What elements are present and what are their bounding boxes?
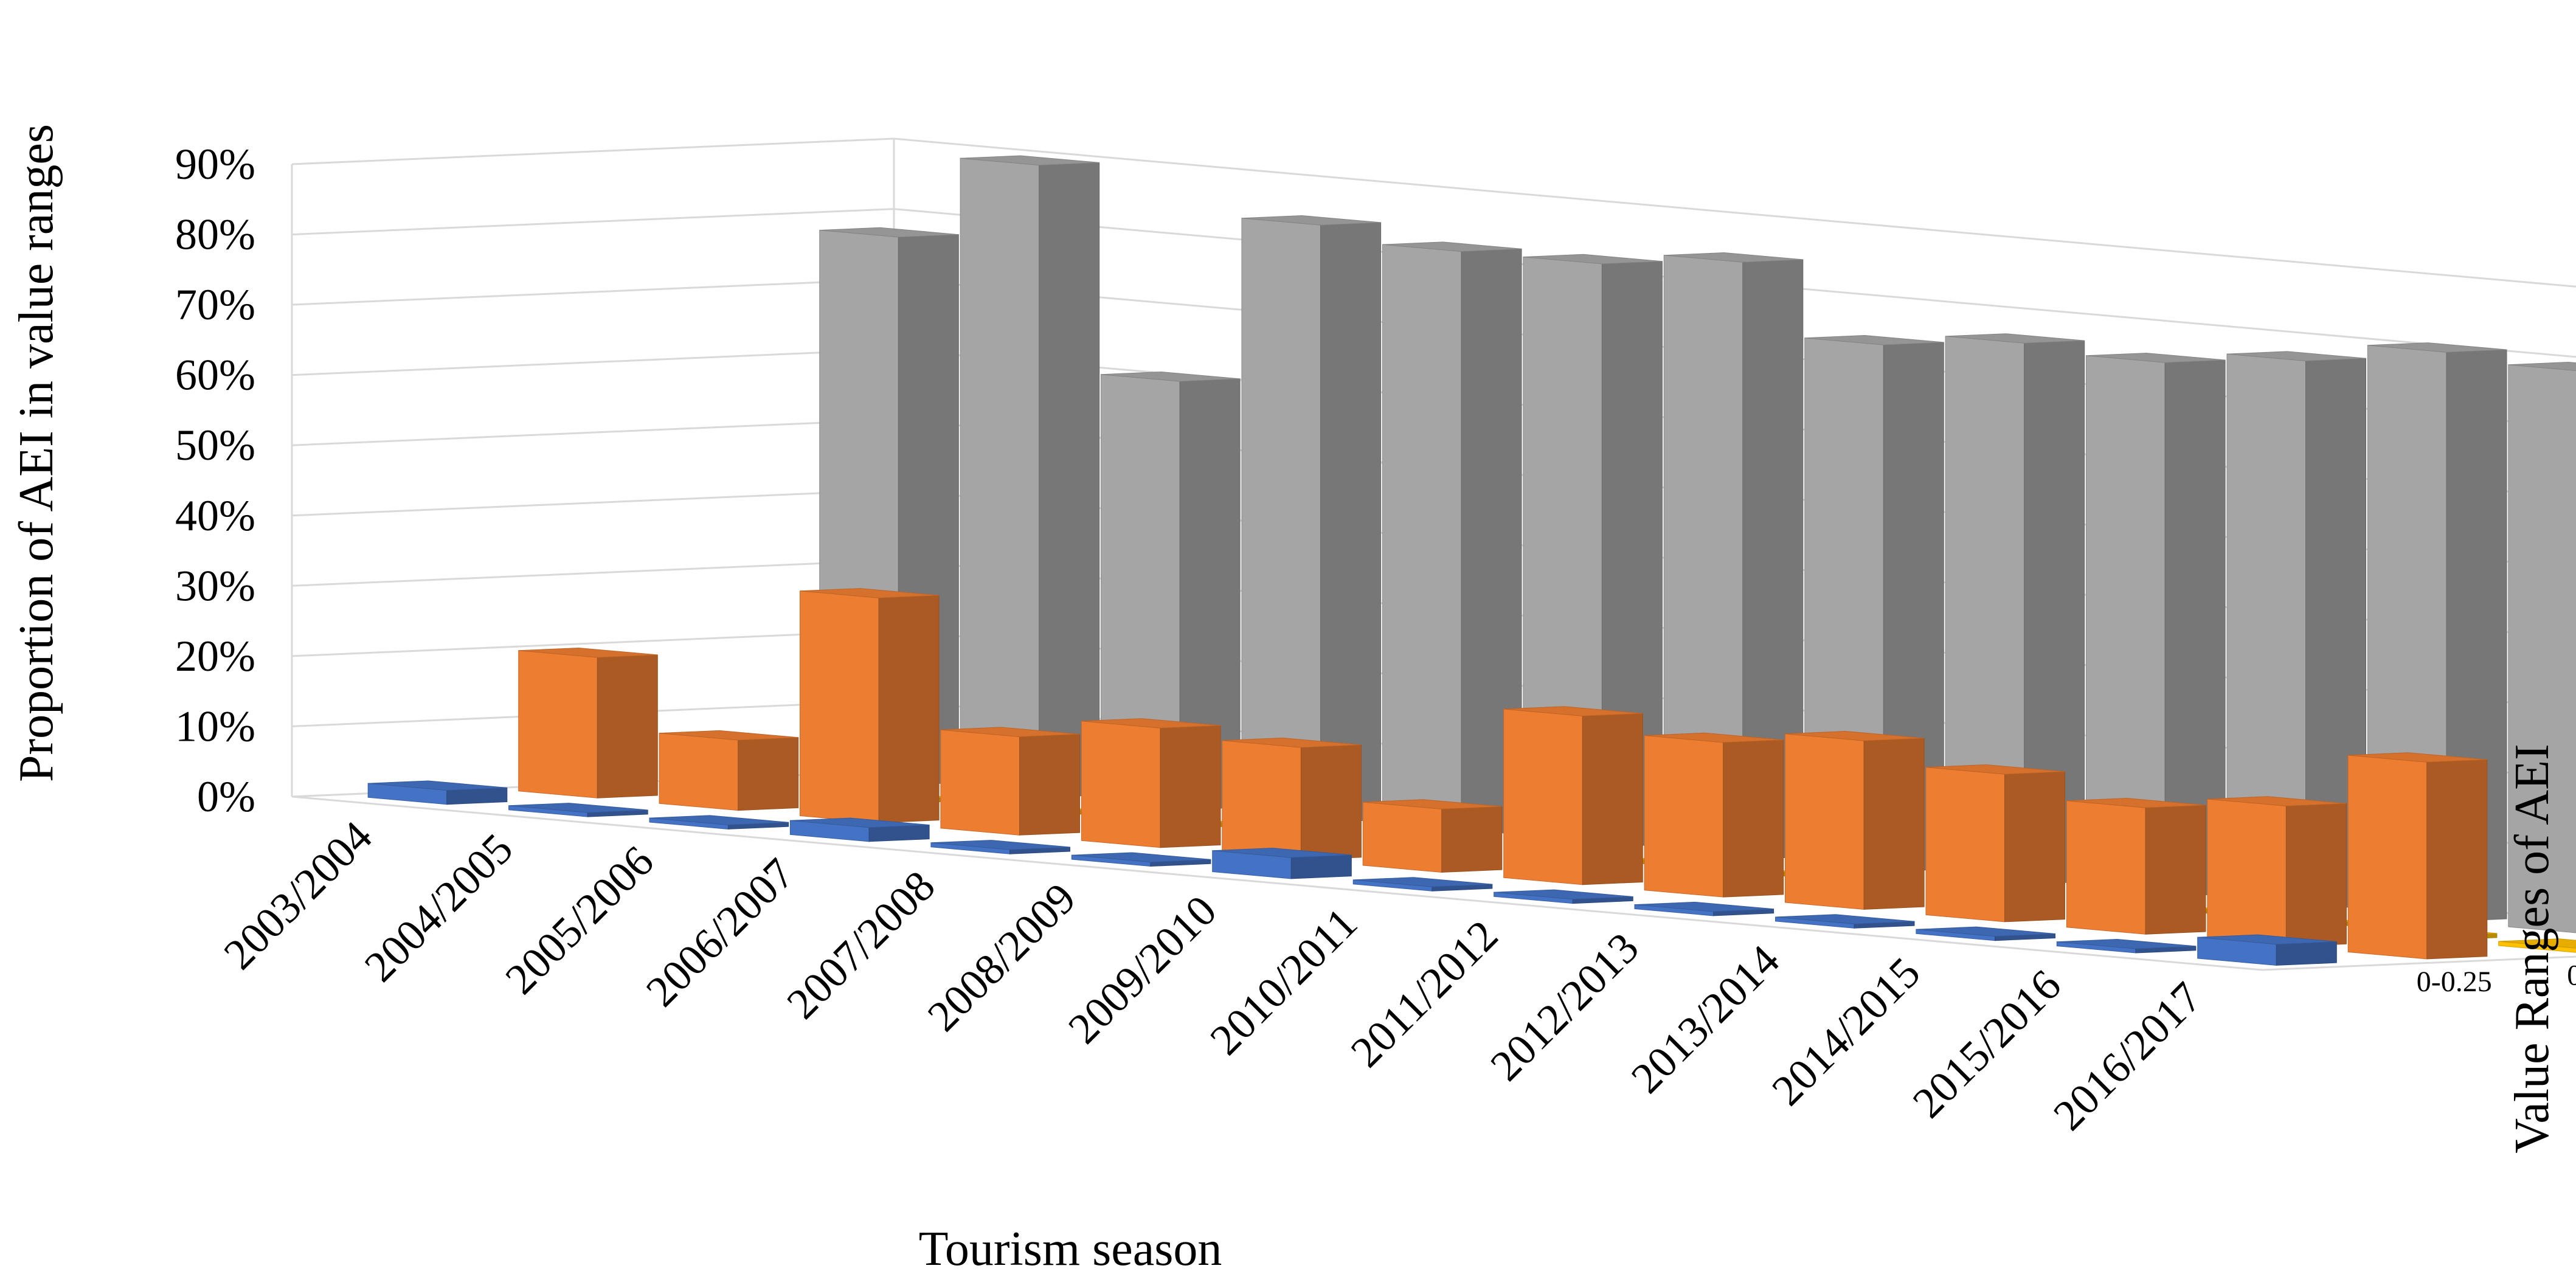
x-tick-label: 2009/2010 [1059, 886, 1225, 1053]
x-axis-title: Tourism season [919, 1222, 1222, 1276]
y-tick-label: 30% [175, 561, 255, 610]
bar-0-0.25-2009/2010 [1212, 848, 1352, 879]
bar-0.75-1-2007/2008 [1382, 241, 1522, 836]
bar-0.75-1-2011/2012 [1945, 333, 2085, 885]
bar-0.25-0.5-2011/2012 [1644, 732, 1784, 898]
bars [367, 155, 2576, 966]
bar-0.75-1-2015/2016 [2508, 361, 2576, 933]
z-axis-title: Value Ranges of AEI [2505, 744, 2559, 1153]
bar-0.5-0.75-2016/2017 [2498, 938, 2576, 953]
bar-0-0.25-2008/2009 [1071, 852, 1211, 867]
bar-0-0.25-2015/2016 [2056, 938, 2197, 954]
y-tick-label: 0% [197, 772, 255, 821]
x-tick-label: 2015/2016 [1903, 960, 2070, 1127]
bar-0.25-0.5-2016/2017 [2347, 752, 2488, 960]
bar-0-0.25-2005/2006 [649, 815, 789, 829]
floor-edge [2262, 955, 2576, 971]
bar-0.25-0.5-2007/2008 [1081, 718, 1221, 848]
bar-0.25-0.5-2015/2016 [2207, 796, 2347, 947]
bar-0-0.25-2011/2012 [1494, 889, 1633, 904]
z-tick-label: 0-0.25 [2417, 966, 2492, 998]
z-tick-label: 0.25-0.5 [2567, 959, 2576, 991]
bar-0-0.25-2016/2017 [2197, 934, 2337, 966]
x-tick-label: 2008/2009 [918, 874, 1085, 1040]
bar-0-0.25-2014/2015 [1916, 926, 2055, 941]
bar-0-0.25-2003/2004 [367, 780, 508, 805]
x-tick-label: 2013/2014 [1622, 936, 1788, 1103]
y-tick-label: 50% [175, 421, 255, 469]
bar-0-0.25-2004/2005 [508, 803, 648, 817]
y-tick-label: 20% [175, 632, 255, 680]
y-tick-label: 40% [175, 491, 255, 540]
bar-0.25-0.5-2014/2015 [2066, 798, 2206, 935]
y-axis-title: Proportion of AEI in value ranges [10, 124, 63, 782]
bar-0.75-1-2006/2007 [1241, 215, 1382, 823]
y-tick-label: 10% [175, 702, 255, 750]
bar-0.25-0.5-2009/2010 [1362, 799, 1503, 873]
bar-0.25-0.5-2013/2014 [1925, 764, 2065, 923]
bar-0-0.25-2012/2013 [1634, 901, 1774, 916]
x-tick-label: 2007/2008 [777, 861, 944, 1028]
x-tick-label: 2010/2011 [1201, 898, 1366, 1064]
bar-0-0.25-2006/2007 [789, 817, 930, 842]
x-tick-label: 2016/2017 [2044, 973, 2211, 1140]
x-tick-label: 2011/2012 [1342, 911, 1507, 1076]
y-tick-label: 70% [175, 280, 255, 329]
bar-0.25-0.5-2008/2009 [1222, 737, 1362, 860]
bar-0-0.25-2007/2008 [930, 840, 1070, 854]
y-tick-label: 90% [175, 140, 255, 189]
bar-0.75-1-2004/2005 [960, 155, 1100, 798]
x-tick-label: 2003/2004 [215, 812, 381, 978]
bar-0.25-0.5-2010/2011 [1503, 706, 1643, 885]
bar-0.25-0.5-2012/2013 [1785, 730, 1925, 910]
bar-0.25-0.5-2003/2004 [518, 647, 658, 798]
y-tick-label: 60% [175, 351, 255, 400]
bar-0.25-0.5-2005/2006 [800, 588, 940, 823]
bar-0.75-1-2009/2010 [1663, 252, 1804, 860]
y-tick-label: 80% [175, 210, 255, 259]
bar-0.75-1-2012/2013 [2086, 353, 2226, 897]
x-tick-label: 2004/2005 [355, 824, 522, 991]
bar-0.25-0.5-2004/2005 [659, 730, 799, 811]
x-tick-label: 2005/2006 [496, 837, 663, 1003]
x-tick-label: 2014/2015 [1762, 948, 1929, 1115]
bar-0.75-1-2005/2006 [1101, 371, 1241, 811]
floor-edge [291, 795, 2263, 971]
x-tick-label: 2012/2013 [1481, 923, 1648, 1090]
bar-0-0.25-2010/2011 [1352, 877, 1493, 892]
bar-0.25-0.5-2006/2007 [940, 727, 1081, 836]
x-tick-label: 2006/2007 [637, 849, 803, 1016]
bar-0-0.25-2013/2014 [1775, 914, 1915, 929]
